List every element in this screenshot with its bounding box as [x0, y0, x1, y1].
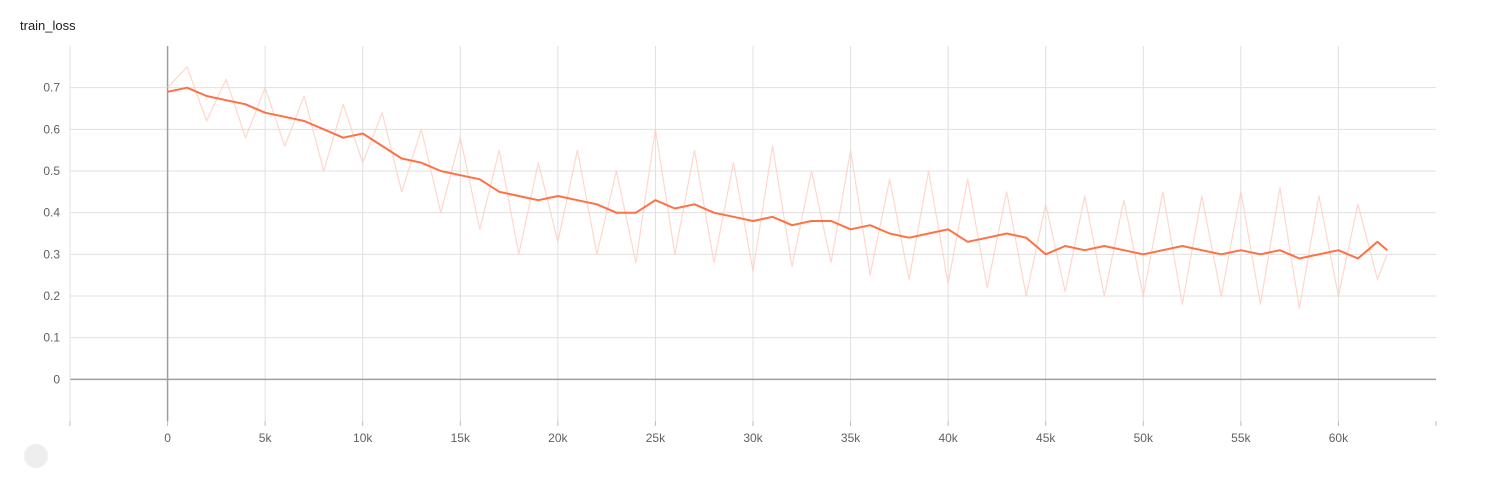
y-tick-label: 0.1: [43, 331, 60, 345]
x-tick-label: 40k: [938, 431, 958, 445]
x-tick-label: 35k: [841, 431, 861, 445]
y-tick-label: 0.3: [43, 247, 60, 261]
x-tick-label: 50k: [1134, 431, 1154, 445]
x-tick-label: 25k: [646, 431, 666, 445]
y-tick-label: 0.2: [43, 289, 60, 303]
x-tick-label: 45k: [1036, 431, 1056, 445]
raw-series-line: [167, 66, 1388, 310]
x-tick-label: 20k: [548, 431, 568, 445]
y-tick-label: 0.7: [43, 81, 60, 95]
x-tick-label: 5k: [259, 431, 273, 445]
smoothed-series-line: [167, 86, 1388, 260]
y-tick-label: 0.6: [43, 122, 60, 136]
x-tick-label: 60k: [1329, 431, 1349, 445]
y-tick-label: 0.4: [43, 206, 60, 220]
x-tick-label: 10k: [353, 431, 373, 445]
fit-domain-icon[interactable]: [24, 444, 48, 468]
x-tick-label: 0: [164, 431, 171, 445]
x-tick-label: 55k: [1231, 431, 1251, 445]
y-tick-label: 0: [53, 372, 60, 386]
x-tick-label: 30k: [743, 431, 763, 445]
x-tick-label: 15k: [451, 431, 471, 445]
y-tick-label: 0.5: [43, 164, 60, 178]
chart-title: train_loss: [20, 18, 76, 33]
